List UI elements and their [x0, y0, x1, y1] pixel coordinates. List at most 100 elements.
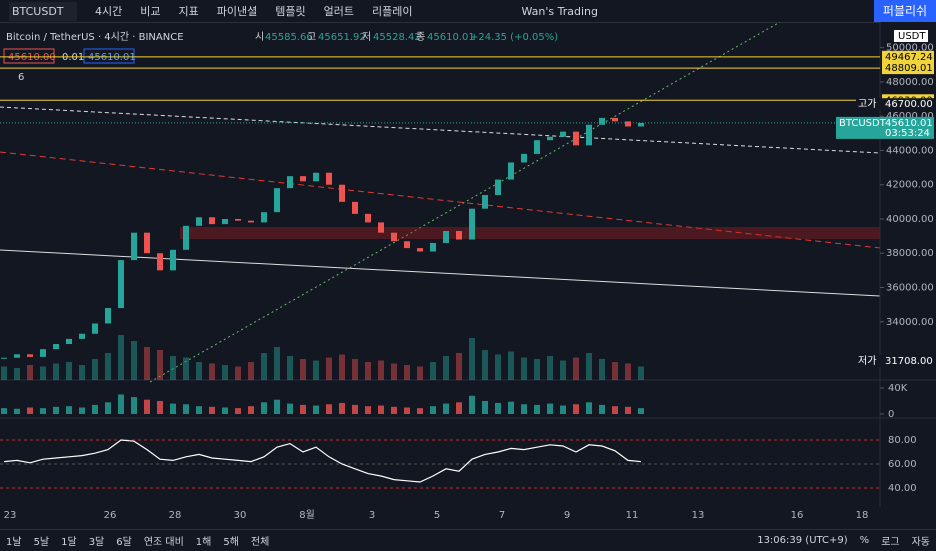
- date-label: 28: [169, 510, 182, 521]
- volume-bar: [300, 404, 306, 414]
- tool[interactable]: 리플레이: [371, 5, 413, 18]
- vol-tick-label: 40K: [888, 383, 908, 394]
- chart: Bitcoin / TetherUS · 4시간 · BINANCE 시 455…: [0, 22, 936, 521]
- volume-overlay: [417, 366, 423, 380]
- candle: [14, 354, 20, 358]
- candle: [79, 333, 85, 339]
- volume-overlay: [313, 360, 319, 380]
- candle: [456, 230, 462, 240]
- tool[interactable]: 얼러트: [323, 5, 354, 18]
- volume-bar: [430, 406, 436, 414]
- h: 45651.92: [318, 32, 366, 43]
- interval[interactable]: 4시간: [95, 5, 123, 18]
- volume-bar: [586, 402, 592, 414]
- o: 45585.66: [265, 32, 313, 43]
- auto[interactable]: 자동: [911, 537, 930, 548]
- candle: [300, 176, 306, 182]
- volume-bar: [495, 402, 501, 414]
- range[interactable]: 3달: [88, 537, 105, 548]
- publish-button[interactable]: 퍼블리쉬: [874, 0, 936, 22]
- volume-overlay: [144, 347, 150, 380]
- volume-overlay: [560, 360, 566, 380]
- c: 45610.01: [427, 32, 475, 43]
- symbol[interactable]: BTCUSDT: [9, 1, 77, 21]
- tool[interactable]: 비교: [140, 5, 161, 18]
- candle: [209, 217, 215, 225]
- candle: [53, 344, 59, 350]
- volume-overlay: [300, 359, 306, 380]
- tool[interactable]: 지표: [178, 5, 199, 18]
- volume-bar: [378, 405, 384, 414]
- volume-overlay: [196, 362, 202, 380]
- range[interactable]: 1날: [6, 537, 22, 548]
- candle: [222, 218, 228, 225]
- volume-bar: [92, 404, 98, 414]
- volume-bar: [443, 403, 449, 414]
- price-tag-label: 31708.00: [885, 356, 933, 367]
- volume-overlay: [547, 356, 553, 380]
- volume-bar: [625, 406, 631, 414]
- volume-bar: [508, 401, 514, 414]
- volume-bar: [209, 406, 215, 414]
- volume-overlay: [235, 366, 241, 380]
- candle: [170, 249, 176, 271]
- tool[interactable]: 파이낸셜: [216, 5, 258, 18]
- candle: [612, 117, 618, 122]
- candle: [235, 218, 241, 221]
- buy-box[interactable]: [83, 48, 135, 64]
- c-label: 종: [416, 31, 425, 43]
- candle: [586, 124, 592, 146]
- volume-bar: [118, 394, 124, 414]
- volume-overlay: [378, 360, 384, 380]
- name-tag-label: 저가: [858, 355, 876, 367]
- volume-bar: [404, 407, 410, 414]
- legend-title: Bitcoin / TetherUS · 4시간 · BINANCE: [6, 31, 184, 43]
- volume-bar: [638, 408, 644, 414]
- range[interactable]: 연조 대비: [143, 537, 184, 548]
- volume-overlay: [430, 362, 436, 380]
- volume-bar: [235, 408, 241, 414]
- range[interactable]: 6달: [116, 537, 132, 548]
- log[interactable]: 로그: [881, 537, 900, 548]
- candle: [599, 117, 605, 125]
- range[interactable]: 1해: [195, 537, 212, 548]
- candle: [534, 140, 540, 154]
- date-label: 13: [692, 510, 705, 521]
- volume-bar: [469, 395, 475, 414]
- date-label: 7: [499, 510, 505, 521]
- date-label: 18: [856, 510, 869, 521]
- date-label: 3: [369, 510, 375, 521]
- volume-bar: [417, 408, 423, 414]
- volume-bar: [365, 406, 371, 414]
- level-label: 48809.01: [885, 63, 933, 74]
- range[interactable]: 5날: [33, 537, 50, 548]
- vol-tick-label: 0: [888, 409, 894, 420]
- tool[interactable]: 템플릿: [275, 5, 306, 18]
- volume-overlay: [27, 365, 33, 380]
- volume-bar: [326, 404, 332, 414]
- volume-overlay: [469, 338, 475, 380]
- volume-bar: [287, 403, 293, 414]
- range[interactable]: 전체: [250, 537, 270, 548]
- candle: [287, 176, 293, 189]
- volume-overlay: [612, 362, 618, 380]
- volume-bar: [352, 404, 358, 414]
- volume-overlay: [274, 347, 280, 380]
- candle: [521, 153, 527, 163]
- volume-bar: [105, 402, 111, 414]
- sell-box[interactable]: [3, 48, 55, 64]
- rsi-tick-label: 40.00: [888, 483, 917, 494]
- volume-bar: [391, 406, 397, 414]
- volume-overlay: [14, 368, 20, 380]
- volume-overlay: [261, 353, 267, 380]
- layout[interactable]: Wan's Trading: [521, 4, 598, 18]
- range[interactable]: 5해: [223, 537, 239, 548]
- volume-overlay: [92, 359, 98, 380]
- indicator-count[interactable]: 6: [18, 72, 24, 83]
- volume-overlay: [391, 363, 397, 380]
- percent[interactable]: %: [859, 535, 870, 546]
- range[interactable]: 1달: [61, 537, 77, 548]
- y-tick-label: 48000.00: [886, 77, 934, 88]
- rsi-line: [3, 439, 642, 483]
- y-tick-label: 50000.00: [886, 43, 934, 54]
